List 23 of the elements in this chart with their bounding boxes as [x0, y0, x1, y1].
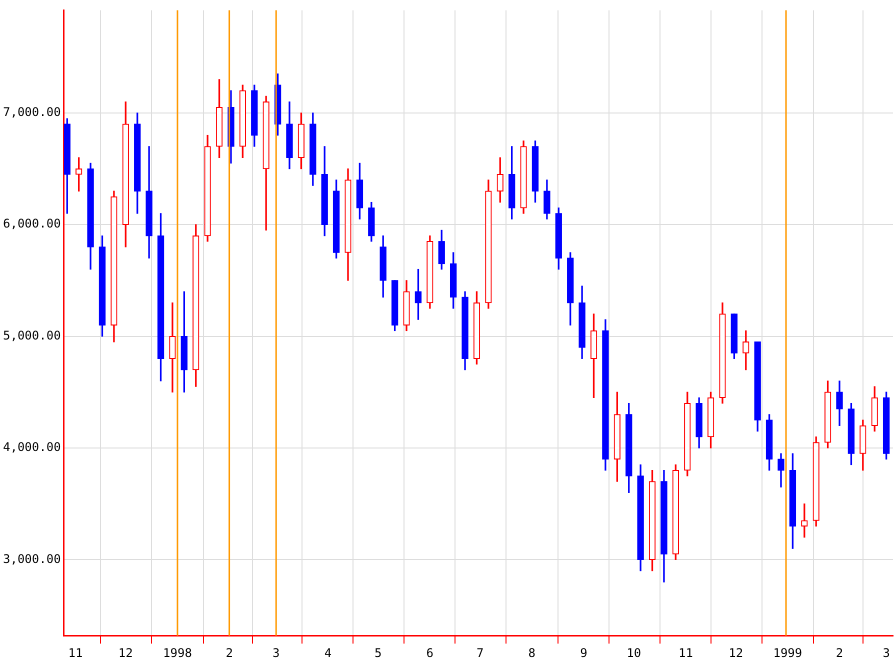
x-tick-label: 12 — [728, 646, 744, 660]
y-tick-label: 4,000.00 — [3, 440, 61, 454]
y-tick-label: 7,000.00 — [3, 105, 61, 120]
x-tick-label: 9 — [580, 646, 588, 660]
x-tick-label: 5 — [374, 646, 382, 660]
x-tick-label: 7 — [476, 646, 484, 660]
x-tick-label: 12 — [118, 646, 133, 660]
x-tick-label: 3 — [272, 646, 280, 660]
x-tick-label: 11 — [68, 646, 83, 660]
x-tick-label: 10 — [626, 646, 642, 660]
x-tick-label: 11 — [678, 646, 693, 660]
x-tick-label: 2 — [836, 646, 844, 660]
x-tick-label: 1998 — [163, 646, 192, 660]
x-tick-label: 4 — [324, 646, 332, 660]
y-tick-label: 6,000.00 — [3, 216, 61, 231]
x-tick-label: 8 — [528, 646, 536, 660]
candlestick — [169, 302, 176, 392]
x-tick-label: 3 — [882, 646, 890, 660]
x-tick-label: 6 — [426, 646, 434, 660]
x-tick-label: 2 — [226, 646, 233, 660]
x-tick-label: 1999 — [773, 646, 802, 660]
y-tick-label: 3,000.00 — [3, 552, 61, 566]
y-tick-label: 5,000.00 — [3, 328, 61, 342]
